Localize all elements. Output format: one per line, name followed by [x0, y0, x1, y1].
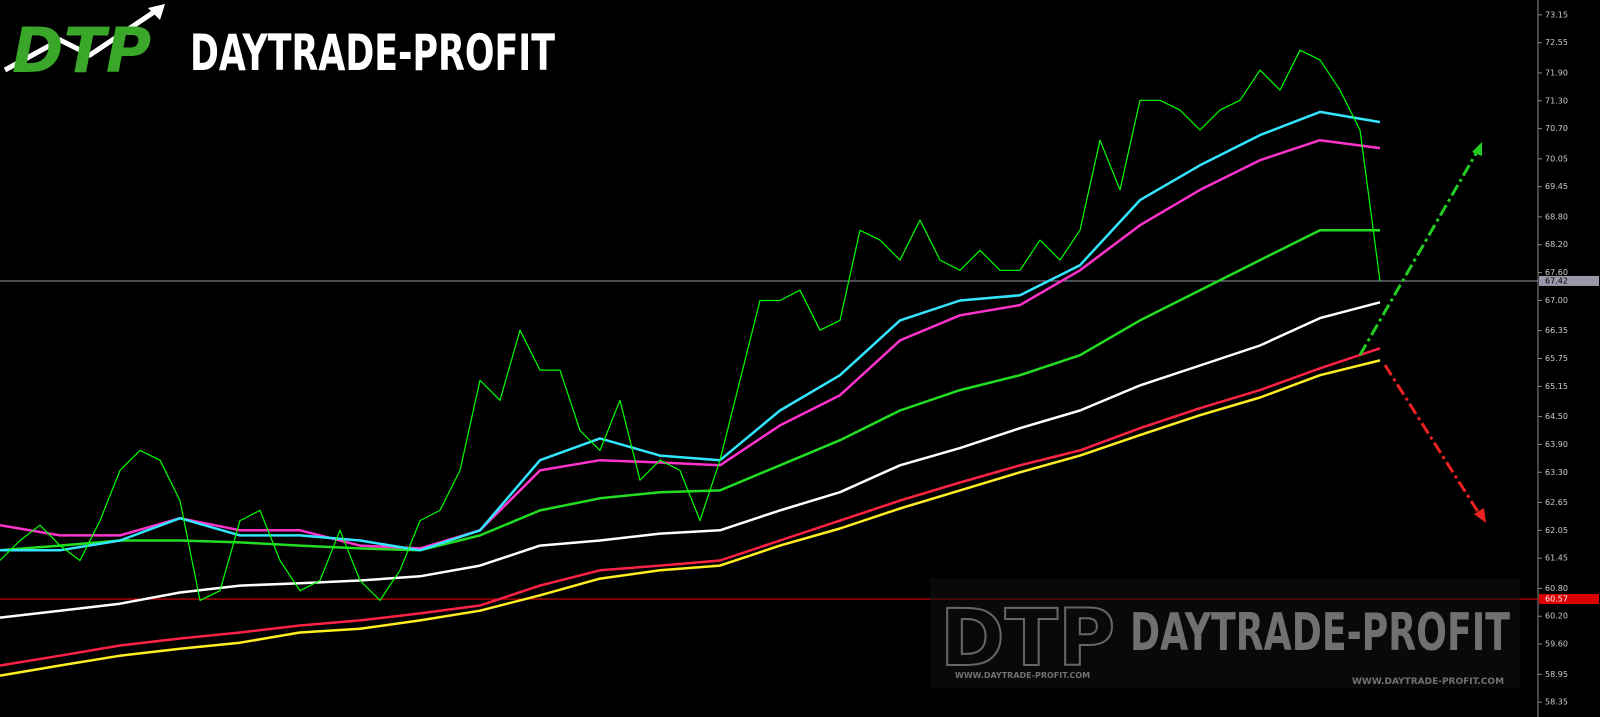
y-tick-label: 67.00	[1545, 296, 1568, 305]
moving-average	[0, 138, 1381, 550]
moving-average	[0, 347, 1381, 667]
y-tick-label: 67.60	[1545, 268, 1568, 277]
watermark-box	[930, 578, 1520, 688]
y-tick-label: 59.60	[1545, 640, 1568, 649]
level-box	[1539, 594, 1599, 605]
y-tick-label: 63.90	[1545, 440, 1568, 449]
logo-mark: DTP	[12, 14, 151, 87]
up-arrow	[1358, 149, 1480, 356]
y-tick-label: 72.55	[1545, 38, 1568, 47]
level-label: 60.57	[1545, 595, 1568, 604]
y-tick-label: 70.05	[1545, 154, 1568, 163]
y-tick-label: 69.45	[1545, 182, 1568, 191]
watermark: DTP DAYTRADE-PROFIT WWW.DAYTRADE-PROFIT.…	[930, 578, 1520, 688]
last-price-box	[1539, 275, 1599, 286]
y-tick-label: 64.50	[1545, 412, 1568, 421]
y-tick-label: 60.20	[1545, 612, 1568, 621]
plot: 73.15 72.55 71.90 71.30 70.70 70.05 69.45 68.80…	[0, 10, 1599, 707]
y-tick-label: 73.15	[1545, 10, 1568, 19]
y-tick-label: 62.05	[1545, 526, 1568, 535]
moving-average	[0, 359, 1381, 677]
logo-arrow-head	[148, 4, 165, 20]
moving-average	[0, 110, 1381, 552]
y-tick-label: 58.95	[1545, 670, 1568, 679]
last-price-label: 67.42	[1545, 276, 1568, 285]
y-tick-label: 65.15	[1545, 382, 1568, 391]
y-tick-label: 68.20	[1545, 240, 1568, 249]
y-tick-label: 71.90	[1545, 68, 1568, 77]
up-arrow-head	[1472, 142, 1482, 156]
y-tick-label: 60.80	[1545, 584, 1568, 593]
logo-arrow	[3, 5, 162, 73]
moving-average	[0, 229, 1380, 552]
watermark-name: DAYTRADE-PROFIT	[1130, 603, 1510, 663]
watermark-mark: DTP	[940, 594, 1115, 684]
moving-average	[0, 301, 1381, 619]
logo-box	[0, 0, 565, 85]
y-tick-label: 63.30	[1545, 468, 1568, 477]
watermark-url: WWW.DAYTRADE-PROFIT.COM	[1352, 677, 1504, 687]
y-tick-label: 62.65	[1545, 498, 1568, 507]
y-tick-label: 70.70	[1545, 124, 1568, 133]
down-arrow-head	[1474, 508, 1486, 523]
y-tick-label: 71.30	[1545, 96, 1568, 105]
down-arrow	[1383, 364, 1482, 516]
y-tick-label: 68.80	[1545, 212, 1568, 221]
logo-name: DAYTRADE-PROFIT	[190, 24, 555, 82]
watermark-url: WWW.DAYTRADE-PROFIT.COM	[955, 671, 1090, 680]
y-tick-label: 61.45	[1545, 554, 1568, 563]
price-line	[0, 49, 1381, 602]
y-tick-label: 66.35	[1545, 326, 1568, 335]
y-tick-label: 65.75	[1545, 354, 1568, 363]
y-tick-label: 58.35	[1545, 698, 1568, 707]
